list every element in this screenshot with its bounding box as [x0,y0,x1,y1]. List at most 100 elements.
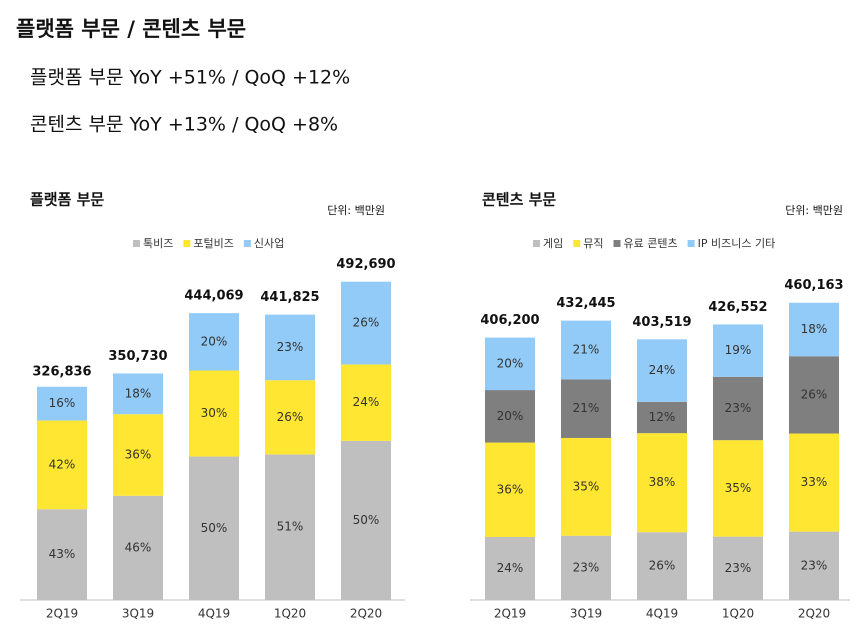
bar-segment [789,302,839,357]
total-label: 460,163 [784,278,843,293]
total-label: 444,069 [184,289,243,304]
bar-segment [713,376,763,441]
total-label: 326,836 [32,364,91,379]
bar-segment [37,420,87,510]
bar-segment [265,314,315,381]
bar-segment [485,337,535,391]
legend-label: 유료 콘텐츠 [624,237,678,250]
x-tick-label: 1Q20 [274,607,306,621]
bar-segment [485,390,535,443]
bar-segment [561,379,611,438]
segment-label: 36% [125,447,152,461]
segment-label: 24% [649,363,676,377]
segment-label: 36% [497,482,524,496]
segment-label: 30% [201,406,228,420]
bar-segment [485,442,535,538]
segment-label: 21% [573,401,600,415]
x-tick-label: 4Q19 [198,607,230,621]
legend-label: 신사업 [254,237,284,250]
segment-label: 20% [201,334,228,348]
legend-label: 포털비즈 [193,237,233,250]
total-label: 406,200 [480,313,539,328]
x-tick-label: 3Q19 [122,607,154,621]
bar-segment [789,531,839,600]
legend-label: 게임 [543,237,563,250]
legend-swatch [613,240,621,247]
bar-segment [637,433,687,533]
bar-segment [37,509,87,600]
subtitle: 플랫폼 부문 YoY +51% / QoQ +12% [30,67,350,89]
x-tick-label: 2Q20 [350,607,382,621]
bar-segment [561,535,611,600]
total-label: 426,552 [708,300,767,315]
segment-label: 51% [277,520,304,534]
bar-segment [341,364,391,441]
bar-segment [189,313,239,371]
segment-label: 35% [725,481,752,495]
segment-label: 24% [353,395,380,409]
segment-label: 26% [801,387,828,401]
x-tick-label: 1Q20 [722,607,754,621]
bar-segment [189,456,239,600]
subtitle: 콘텐츠 부문 YoY +13% / QoQ +8% [30,114,338,136]
bar-segment [637,339,687,402]
segment-label: 50% [353,513,380,527]
segment-label: 42% [49,457,76,471]
segment-label: 16% [49,396,76,410]
unit-label: 단위: 백만원 [327,204,385,217]
total-label: 492,690 [336,257,395,272]
unit-label: 단위: 백만원 [785,204,843,217]
chart-title: 콘텐츠 부문 [482,191,556,209]
segment-label: 26% [277,410,304,424]
legend-swatch [533,240,540,247]
segment-label: 24% [497,561,524,575]
total-label: 441,825 [260,290,319,305]
segment-label: 20% [497,409,524,423]
segment-label: 26% [649,559,676,573]
legend-swatch [183,240,191,247]
bar-segment [713,324,763,377]
segment-label: 12% [649,410,676,424]
chart-title: 플랫폼 부문 [30,191,104,209]
segment-label: 18% [125,386,152,400]
legend-label: IP 비즈니스 기타 [698,237,776,250]
legend-swatch [243,240,251,247]
bar-segment [265,380,315,455]
bar-segment [561,320,611,380]
bar-segment [789,433,839,532]
legend-swatch [687,240,695,247]
segment-label: 23% [725,401,752,415]
legend-label: 뮤직 [583,237,603,250]
segment-label: 23% [801,558,828,572]
bar-segment [265,454,315,600]
bar-segment [561,437,611,536]
x-tick-label: 2Q20 [798,607,830,621]
bar-segment [37,386,87,421]
x-tick-label: 2Q19 [46,607,78,621]
bar-segment [637,532,687,600]
bar-segment [189,370,239,457]
segment-label: 23% [277,340,304,354]
bar-segment [113,495,163,600]
segment-label: 46% [125,540,152,554]
segment-label: 43% [49,547,76,561]
page-title: 플랫폼 부문 / 콘텐츠 부문 [16,17,246,41]
x-tick-label: 2Q19 [494,607,526,621]
bar-segment [713,440,763,537]
segment-label: 35% [573,479,600,493]
bar-segment [113,414,163,496]
total-label: 350,730 [108,349,167,364]
segment-label: 23% [573,560,600,574]
segment-label: 33% [801,475,828,489]
x-tick-label: 4Q19 [646,607,678,621]
segment-label: 18% [801,322,828,336]
bar-segment [713,536,763,600]
legend-swatch [133,240,140,247]
bar-segment [113,373,163,415]
segment-label: 26% [353,316,380,330]
total-label: 432,445 [556,296,615,311]
bar-segment [485,537,535,600]
segment-label: 23% [725,561,752,575]
total-label: 403,519 [632,315,691,330]
